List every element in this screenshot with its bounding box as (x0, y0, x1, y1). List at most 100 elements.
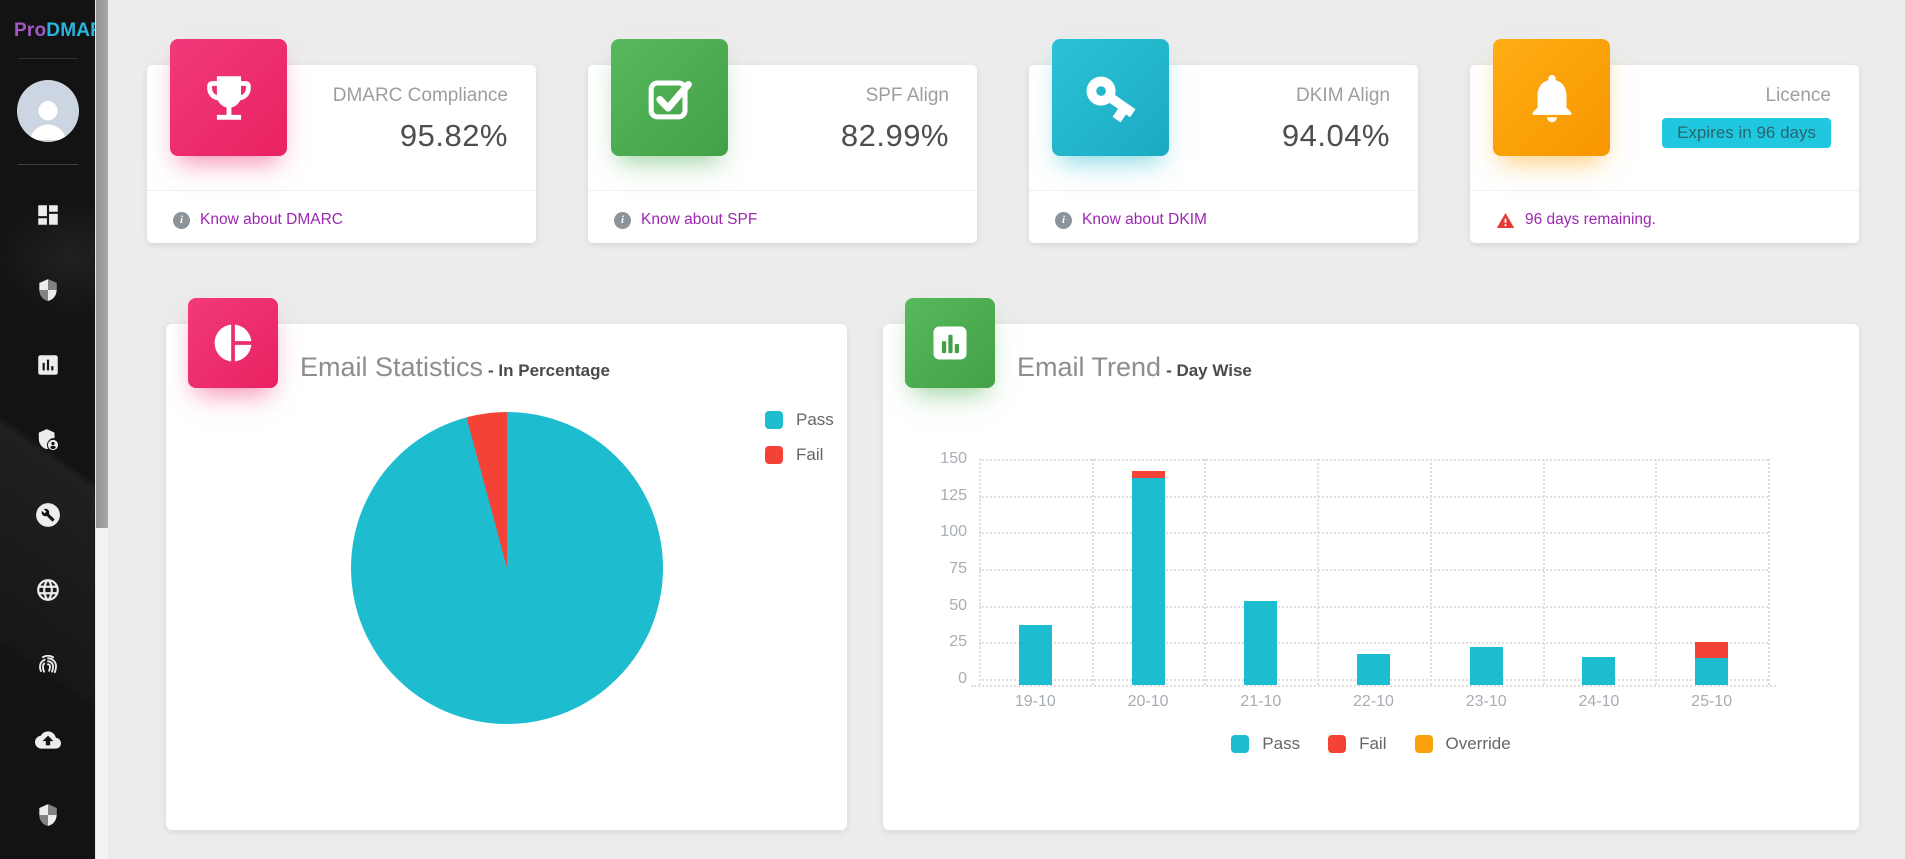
fingerprint-icon[interactable] (34, 652, 62, 678)
stat-info: DMARC Compliance 95.82% (333, 85, 508, 154)
licence-expiry-badge: Expires in 96 days (1662, 118, 1831, 148)
legend-item[interactable]: Override (1414, 734, 1511, 754)
legend-swatch (1231, 735, 1250, 753)
gridline (979, 495, 1768, 498)
know-about-spf-link[interactable]: Know about SPF (614, 203, 757, 237)
stat-card-licence: Licence Expires in 96 days 96 days remai… (1470, 39, 1859, 243)
know-about-dmarc-link[interactable]: Know about DMARC (173, 203, 343, 237)
chart-subtitle-text: - In Percentage (488, 361, 610, 380)
x-tick-label: 20-10 (1127, 693, 1169, 710)
warning-icon (1496, 212, 1515, 228)
bar-segment-pass[interactable] (1469, 646, 1503, 685)
legend-item[interactable]: Fail (765, 445, 834, 465)
y-tick-label: 75 (949, 560, 967, 577)
stat-info: Licence Expires in 96 days (1662, 85, 1831, 148)
y-tick-label: 25 (949, 633, 967, 651)
brand-pro: Pro (14, 20, 47, 41)
bar-segment-pass[interactable] (1018, 624, 1052, 685)
stat-value: 82.99% (840, 118, 949, 153)
bar-segment-pass[interactable] (1357, 654, 1390, 685)
bar-segment-fail[interactable] (1131, 470, 1165, 479)
bar-segment-pass[interactable] (1244, 601, 1278, 685)
know-about-dkim-link[interactable]: Know about DKIM (1055, 203, 1207, 237)
y-tick-label: 100 (940, 523, 967, 541)
x-tick-label: 19-10 (1014, 693, 1056, 710)
stat-label: Licence (1765, 85, 1832, 106)
logo-divider (17, 58, 78, 59)
x-tick-label: 23-10 (1465, 693, 1507, 710)
x-tick-label: 21-10 (1240, 693, 1282, 710)
licence-remaining-link[interactable]: 96 days remaining. (1496, 203, 1656, 237)
bar-card-title: Email Trend - Day Wise (1017, 352, 1252, 383)
scrollbar-thumb[interactable] (96, 0, 108, 528)
legend-label: Pass (796, 410, 834, 429)
pie-chart-icon (188, 298, 278, 388)
gridline (979, 532, 1768, 535)
gridline (1768, 459, 1770, 685)
chart-subtitle-text: - Day Wise (1166, 361, 1252, 380)
shield-icon[interactable] (34, 277, 62, 303)
x-tick-label: 25-10 (1691, 693, 1733, 710)
cloud-upload-icon[interactable] (34, 727, 62, 753)
info-icon (173, 211, 190, 229)
legend-label: Fail (796, 445, 824, 464)
pie-card-title: Email Statistics - In Percentage (300, 352, 610, 383)
bar-chart[interactable]: 0 25 50 75 100 125 150 19-10 20-10 21-10 22-10 23-1… (883, 324, 1859, 830)
footer-label: 96 days remaining. (1525, 211, 1656, 228)
gridline (1542, 459, 1545, 685)
stat-label: SPF Align (865, 85, 949, 106)
y-tick-label: 0 (958, 670, 967, 687)
legend-swatch (1414, 735, 1433, 753)
stat-card-dkim-align: DKIM Align 94.04% Know about DKIM (1029, 39, 1418, 243)
info-icon (614, 211, 631, 229)
y-tick-label: 50 (949, 596, 967, 614)
bar-chart-icon[interactable] (34, 352, 62, 378)
y-tick-label: 125 (940, 486, 967, 504)
avatar[interactable] (16, 80, 79, 142)
shield-user-icon[interactable] (34, 427, 62, 453)
pie-chart[interactable] (351, 412, 663, 724)
bar-segment-pass[interactable] (1582, 657, 1616, 685)
card-divider (147, 190, 536, 191)
sidebar: ProDMARC (0, 0, 95, 859)
bar-segment-pass[interactable] (1695, 658, 1729, 685)
bar-segment-pass[interactable] (1131, 478, 1165, 685)
legend-label: Fail (1359, 734, 1387, 753)
card-divider (1470, 190, 1859, 191)
stat-info: DKIM Align 94.04% (1282, 85, 1390, 154)
card-divider (588, 190, 977, 191)
gridline (979, 605, 1768, 608)
x-tick-label: 22-10 (1353, 693, 1394, 710)
stat-card-dmarc-compliance: DMARC Compliance 95.82% Know about DMARC (147, 39, 536, 243)
legend-label: Pass (1262, 734, 1301, 753)
gridline (979, 459, 1768, 461)
legend-item[interactable]: Pass (1231, 734, 1300, 754)
chart-title-text: Email Statistics (300, 352, 484, 382)
legend-item[interactable]: Fail (1328, 734, 1387, 754)
legend-item[interactable]: Pass (765, 410, 834, 430)
person-icon (29, 101, 66, 140)
email-trend-card: Email Trend - Day Wise 0 25 50 75 100 125 150 19… (883, 298, 1859, 830)
gridline (979, 569, 1768, 571)
brand-dmarc: DMARC (46, 20, 95, 41)
stat-value: 94.04% (1281, 118, 1390, 153)
check-square-icon (611, 39, 728, 156)
footer-label: Know about DKIM (1082, 211, 1207, 228)
sidebar-nav (0, 202, 95, 828)
pie-legend: Pass Fail (765, 410, 834, 465)
email-statistics-card: Email Statistics - In Percentage Pass Fail (166, 298, 847, 830)
brand-logo[interactable]: ProDMARC (0, 0, 95, 42)
gridline (1204, 459, 1207, 685)
bar-segment-fail[interactable] (1695, 642, 1729, 659)
sidebar-scrollbar[interactable] (95, 0, 108, 859)
legend-swatch (1328, 735, 1347, 753)
shield-check-icon[interactable] (34, 802, 62, 828)
avatar-divider (17, 164, 78, 165)
dashboard-icon[interactable] (34, 202, 62, 228)
y-tick-label: 150 (940, 450, 967, 467)
globe-icon[interactable] (34, 577, 62, 603)
wrench-circle-icon[interactable] (34, 502, 62, 528)
bell-icon (1493, 39, 1610, 156)
bar-legend: Pass Fail Override (883, 734, 1859, 754)
